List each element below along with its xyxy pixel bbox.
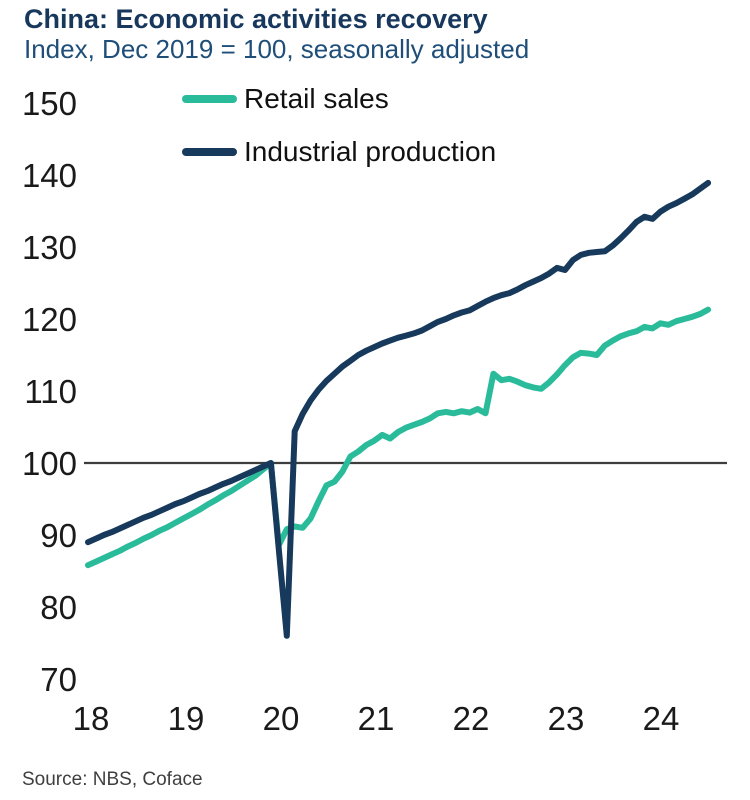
y-axis-label-140: 140 xyxy=(22,157,77,194)
retail-sales-legend-label: Retail sales xyxy=(244,83,389,114)
industrial-production-legend-label: Industrial production xyxy=(244,136,497,167)
y-axis-label-70: 70 xyxy=(40,661,77,698)
industrial-production-line-swatch xyxy=(182,148,237,156)
x-axis-label-19: 19 xyxy=(168,700,205,737)
y-axis-label-90: 90 xyxy=(40,517,77,554)
x-axis-label-18: 18 xyxy=(73,700,110,737)
retail-sales-line-swatch xyxy=(182,95,237,103)
source-note: Source: NBS, Coface xyxy=(22,769,203,790)
chart-title: China: Economic activities recovery xyxy=(24,4,488,34)
x-axis-label-23: 23 xyxy=(548,700,585,737)
x-axis-label-20: 20 xyxy=(263,700,300,737)
y-axis-label-110: 110 xyxy=(24,373,77,410)
x-axis-label-21: 21 xyxy=(358,700,395,737)
y-axis-label-150: 150 xyxy=(22,85,77,122)
chart-subtitle: Index, Dec 2019 = 100, seasonally adjust… xyxy=(24,34,530,64)
y-axis-label-130: 130 xyxy=(22,229,77,266)
retail-sales-line xyxy=(85,306,712,569)
y-axis-label-120: 120 xyxy=(22,301,77,338)
legend-item-retail-sales: Retail sales xyxy=(182,85,389,113)
y-axis-label-100: 100 xyxy=(22,445,77,482)
industrial-production-line xyxy=(85,179,712,639)
y-axis-label-80: 80 xyxy=(40,589,77,626)
legend-item-industrial-production: Industrial production xyxy=(182,138,496,166)
x-axis-label-22: 22 xyxy=(453,700,490,737)
x-axis-label-24: 24 xyxy=(643,700,680,737)
